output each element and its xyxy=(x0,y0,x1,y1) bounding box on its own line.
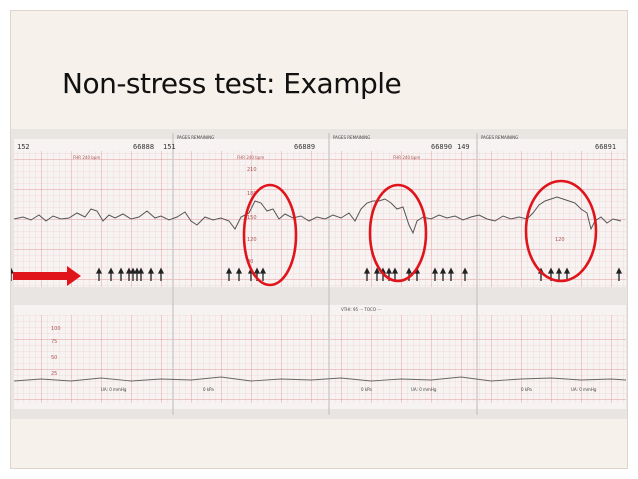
fhr-label-2: 66888 xyxy=(133,143,154,151)
acceleration-circle-2 xyxy=(368,183,428,283)
fhr-label-6: 149 xyxy=(457,143,470,151)
scale-150: 150 xyxy=(247,215,257,221)
pages-mark-1: PAGES REMAINING xyxy=(177,135,214,140)
fhr-label-3: 151 xyxy=(163,143,176,151)
bpm-label-2: FHR 240 bpm xyxy=(237,155,264,160)
toco-grid xyxy=(14,315,626,403)
scale-210: 210 xyxy=(247,167,257,173)
slide: Non-stress test: Example xyxy=(10,10,628,469)
fhr-label-1: 152 xyxy=(17,143,30,151)
ctg-strip-photo: 152 66888 151 66889 66890 149 66891 PAGE… xyxy=(11,129,627,419)
scale-90: 90 xyxy=(247,259,253,265)
kpa-label-1: 0 kPa xyxy=(203,387,214,392)
slide-title: Non-stress test: Example xyxy=(62,67,402,100)
ua-label-1: UA: 0 mmHg xyxy=(101,387,127,392)
toco-mid-label: VTHI: 95 ··· TOCO ··· xyxy=(341,307,381,312)
fhr-grid xyxy=(14,151,626,287)
bpm-label-1: FHR 240 bpm xyxy=(73,155,100,160)
toco-trace xyxy=(13,376,627,382)
scale-180: 180 xyxy=(247,191,257,197)
acceleration-circle-3 xyxy=(524,179,598,283)
acceleration-circle-1 xyxy=(242,183,298,287)
toco-50: 50 xyxy=(51,355,57,361)
pages-mark-3: PAGES REMAINING xyxy=(481,135,518,140)
pages-mark-2: PAGES REMAINING xyxy=(333,135,370,140)
scale-120b: 120 xyxy=(555,237,565,243)
toco-25: 25 xyxy=(51,371,57,377)
toco-75: 75 xyxy=(51,339,57,345)
toco-100: 100 xyxy=(51,326,61,332)
page-folds xyxy=(172,133,478,415)
red-arrow-icon xyxy=(13,266,81,286)
ua-label-2: UA: 0 mmHg xyxy=(411,387,437,392)
fetal-movement-marks xyxy=(11,267,622,282)
fhr-label-5: 66890 xyxy=(431,143,452,151)
bpm-label-3: FHR 240 bpm xyxy=(393,155,420,160)
fhr-label-7: 66891 xyxy=(595,143,616,151)
kpa-label-2: 0 kPa xyxy=(361,387,372,392)
fhr-label-4: 66889 xyxy=(294,143,315,151)
scale-120: 120 xyxy=(247,237,257,243)
kpa-label-3: 0 kPa xyxy=(521,387,532,392)
ua-label-3: UA: 0 mmHg xyxy=(571,387,597,392)
fhr-trace xyxy=(13,196,622,235)
